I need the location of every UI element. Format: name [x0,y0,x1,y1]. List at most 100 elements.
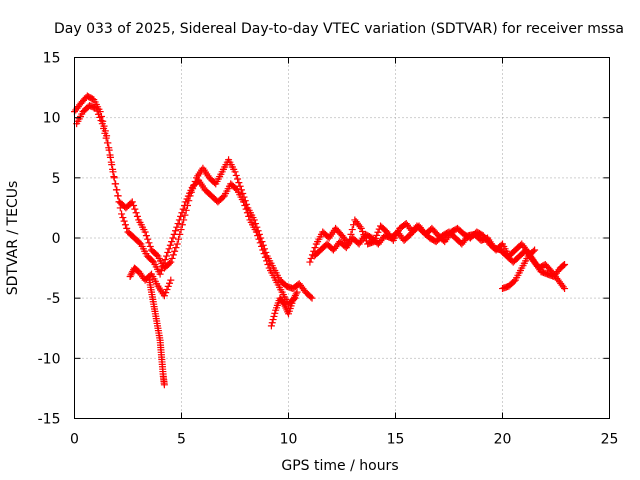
data-point [306,258,314,266]
data-point [167,258,175,266]
data-point [118,210,126,218]
data-point-interp [97,117,105,125]
data-point-interp [235,179,243,187]
data-point-interp [269,316,277,324]
data-point [169,234,177,242]
data-point-interp [130,202,138,210]
data-point-interp [161,256,169,264]
data-point-interp [133,266,141,274]
data-point-interp [109,165,117,173]
data-point-interp [374,228,382,236]
data-point [156,270,164,278]
y-axis-label: SDTVAR / TECUs [5,181,21,296]
data-point-interp [123,224,131,232]
data-point-interp [106,151,114,159]
data-point-interp [529,247,537,255]
data-point-interp [560,261,568,269]
data-point-interp [232,185,240,193]
data-point [531,246,539,254]
data-point-interp [168,254,176,262]
x-tick-label: 10 [280,432,298,448]
data-point-interp [175,235,183,243]
data-point-interp [160,259,168,267]
x-tick-label: 0 [70,432,79,448]
data-point [561,260,569,268]
data-point-interp [110,173,118,181]
data-point-interp [252,220,260,228]
data-point-interp [234,175,242,183]
data-point-interp [239,189,247,197]
data-point [308,294,316,302]
data-point-interp [279,299,287,307]
data-point-interp [171,247,179,255]
data-point-interp [236,182,244,190]
data-point-interp [166,241,174,249]
data-point [98,120,106,128]
data-point-interp [219,193,227,201]
data-point-interp [159,263,167,271]
x-tick-label: 20 [494,432,512,448]
data-point-interp [311,244,319,252]
data-point-interp [169,251,177,259]
data-point [240,198,248,206]
data-point [163,252,171,260]
data-point [128,198,136,206]
data-point-interp [292,290,300,298]
data-point [105,144,113,152]
data-point [561,285,569,293]
x-tick-label: 15 [387,432,405,448]
data-point-interp [165,245,173,253]
data-point-interp [263,257,271,265]
axis-ticks: 0 5 10 15 20 25 15 10 5 0 -5 -10 -15 [38,51,619,448]
data-point-interp [254,232,262,240]
data-point-interp [145,239,153,247]
data-point-interp [178,221,186,229]
data-point [111,180,119,188]
data-point-interp [162,289,170,297]
y-tick-label: 15 [43,51,61,67]
data-point-interp [373,231,381,239]
x-tick-label: 5 [177,432,186,448]
y-tick-label: -10 [38,351,61,367]
data-point [231,168,239,176]
data-point-interp [261,253,269,261]
data-point-interp [180,202,188,210]
data-point-interp [102,134,110,142]
data-point-interp [103,139,111,147]
data-point-interp [115,198,123,206]
y-tick-label: 0 [52,231,61,247]
x-tick-label: 25 [601,432,619,448]
data-point-interp [132,209,140,217]
y-tick-label: -5 [47,291,61,307]
data-point-interp [107,158,115,166]
data-point-interp [120,217,128,225]
data-point [252,228,260,236]
data-point-interp [170,230,178,238]
data-point-interp [119,214,127,222]
data-point-interp [241,202,249,210]
data-point-interp [93,107,101,115]
data-point-interp [112,186,120,194]
data-point [141,228,149,236]
data-point-interp [94,110,102,118]
data-point-interp [245,212,253,220]
data-point-interp [101,129,109,137]
data-point-interp [271,309,279,317]
data-point-interp [133,212,141,220]
data-point [126,273,134,281]
data-point-interp [174,220,182,228]
data-point-interp [179,205,187,213]
data-point [173,240,181,248]
data-point-interp [290,293,298,301]
data-point-interp [172,244,180,252]
data-point-interp [291,292,299,300]
data-point-interp [164,282,172,290]
data-point-interp [153,251,161,259]
data-point-interp [260,250,268,258]
data-point-interp [131,205,139,213]
data-point-interp [136,239,144,247]
data-point-interp [243,209,251,217]
data-point-interp [559,283,567,291]
data-point-interp [255,235,263,243]
